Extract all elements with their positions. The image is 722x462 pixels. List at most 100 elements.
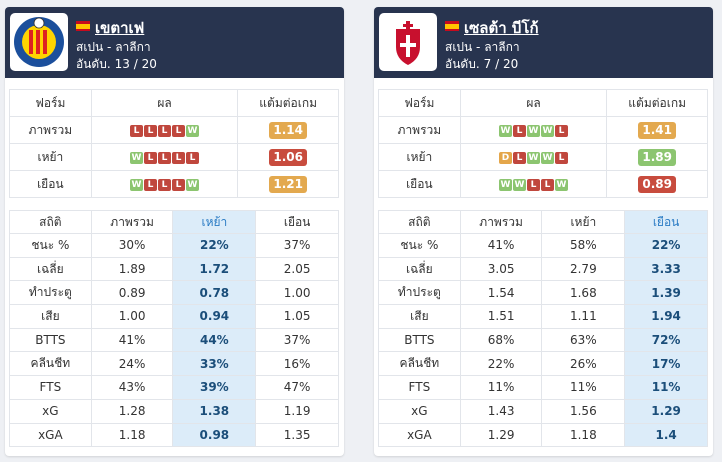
stats-cell: 1.00 — [255, 280, 339, 306]
result-pill: W — [513, 178, 527, 191]
stats-row: BTTS 68% 63% 72% — [378, 327, 708, 353]
ppg-header: แต้มต่อเกม — [237, 89, 339, 117]
stats-row: คลีนชีท 22% 26% 17% — [378, 351, 708, 377]
form-row-label: ภาพรวม — [378, 116, 461, 144]
stats-cell: 1.18 — [90, 422, 174, 448]
stats-cell: 1.43 — [459, 398, 543, 424]
stats-cell: 1.89 — [90, 256, 174, 282]
league-label: สเปน - ลาลีกา — [445, 40, 520, 54]
stats-cell: 1.18 — [541, 422, 626, 448]
result-pill: L — [555, 124, 569, 137]
stats-row: เฉลี่ย 1.89 1.72 2.05 — [9, 256, 339, 282]
result-pill: L — [144, 178, 158, 191]
result-pill: W — [186, 124, 200, 137]
stats-row-label: ชนะ % — [9, 233, 92, 258]
stats-cell: 2.79 — [541, 256, 626, 282]
stats-row-label: เสีย — [9, 304, 92, 329]
result-pill: W — [527, 124, 541, 137]
stats-row-label: FTS — [9, 375, 92, 400]
stats-row: xG 1.28 1.38 1.19 — [9, 398, 339, 424]
result-pill: L — [513, 124, 527, 137]
result-pill: L — [172, 124, 186, 137]
result-pill: W — [541, 124, 555, 137]
stats-row: เสีย 1.00 0.94 1.05 — [9, 304, 339, 329]
stats-row: FTS 11% 11% 11% — [378, 375, 708, 400]
stats-cell: 1.68 — [541, 280, 626, 306]
stats-row: xGA 1.18 0.98 1.35 — [9, 422, 339, 448]
result-pill: L — [186, 151, 200, 164]
ppg-badge: 1.06 — [269, 148, 307, 166]
rank-label: อันดับ. 13 / 20 — [76, 57, 157, 71]
stats-row: เสีย 1.51 1.11 1.94 — [378, 304, 708, 329]
stats-cell: 1.35 — [255, 422, 339, 448]
stats-cell: 33% — [172, 351, 257, 377]
ppg-badge: 1.89 — [638, 148, 676, 166]
ppg-badge: 0.89 — [638, 175, 676, 193]
stats-cell: 1.39 — [624, 280, 708, 306]
stats-row: ชนะ % 30% 22% 37% — [9, 233, 339, 258]
stats-cell: 63% — [541, 327, 626, 353]
team-name-link[interactable]: เขตาเฟ — [95, 19, 145, 37]
stats-row-label: xGA — [378, 422, 461, 448]
stats-table: สถิติ ภาพรวม เหย้า เยือน ชนะ % 30% 22% 37% เฉลี่… — [9, 210, 339, 448]
stats-cell: 16% — [255, 351, 339, 377]
ppg-badge: 1.14 — [269, 121, 307, 139]
stats-row-label: xG — [9, 398, 92, 424]
stats-cell: 44% — [172, 327, 257, 353]
stats-cell: 11% — [624, 375, 708, 400]
stats-cell: 1.54 — [459, 280, 543, 306]
stats-header: สถิติ — [9, 210, 92, 234]
result-pill: L — [513, 151, 527, 164]
stats-cell: 11% — [459, 375, 543, 400]
rank-label: อันดับ. 7 / 20 — [445, 57, 519, 71]
stats-cell: 1.56 — [541, 398, 626, 424]
stats-cell: 1.4 — [624, 422, 708, 448]
stats-header: เหย้า — [172, 210, 257, 234]
stats-row-label: xG — [378, 398, 461, 424]
stats-row-label: ทำประตู — [378, 280, 461, 306]
stats-header: เยือน — [255, 210, 339, 234]
stats-cell: 26% — [541, 351, 626, 377]
result-pill: W — [499, 178, 513, 191]
stats-row: เฉลี่ย 3.05 2.79 3.33 — [378, 256, 708, 282]
stats-cell: 11% — [541, 375, 626, 400]
ppg-badge: 1.41 — [638, 121, 676, 139]
stats-row-label: BTTS — [378, 327, 461, 353]
stats-row-label: เสีย — [378, 304, 461, 329]
form-row-label: เหย้า — [378, 143, 461, 171]
result-pill: W — [130, 178, 144, 191]
stats-row: ทำประตู 1.54 1.68 1.39 — [378, 280, 708, 306]
result-pill: W — [186, 178, 200, 191]
stats-cell: 47% — [255, 375, 339, 400]
team-card-getafe: เขตาเฟ สเปน - ลาลีกา อันดับ. 13 / 20 ฟอร์… — [5, 7, 344, 456]
stats-cell: 1.94 — [624, 304, 708, 329]
result-pill: L — [158, 124, 172, 137]
result-pill: L — [527, 178, 541, 191]
team-header: เซลต้า บีโก้ สเปน - ลาลีกา อันดับ. 7 / 20 — [374, 7, 713, 78]
stats-cell: 1.11 — [541, 304, 626, 329]
result-pill: L — [158, 178, 172, 191]
stats-cell: 0.94 — [172, 304, 257, 329]
stats-row-label: ทำประตู — [9, 280, 92, 306]
result-pill: L — [144, 124, 158, 137]
team-name-link[interactable]: เซลต้า บีโก้ — [464, 19, 539, 37]
stats-header: ภาพรวม — [90, 210, 174, 234]
stats-row-label: xGA — [9, 422, 92, 448]
stats-row-label: BTTS — [9, 327, 92, 353]
stats-cell: 3.05 — [459, 256, 543, 282]
stats-cell: 43% — [90, 375, 174, 400]
stats-header: ภาพรวม — [459, 210, 543, 234]
result-pill: L — [172, 151, 186, 164]
form-header: ฟอร์ม — [378, 89, 461, 117]
getafe-crest-icon — [10, 13, 68, 71]
form-row-label: เยือน — [378, 170, 461, 198]
league-label: สเปน - ลาลีกา — [76, 40, 151, 54]
result-pill: L — [541, 178, 555, 191]
stats-row: ชนะ % 41% 58% 22% — [378, 233, 708, 258]
